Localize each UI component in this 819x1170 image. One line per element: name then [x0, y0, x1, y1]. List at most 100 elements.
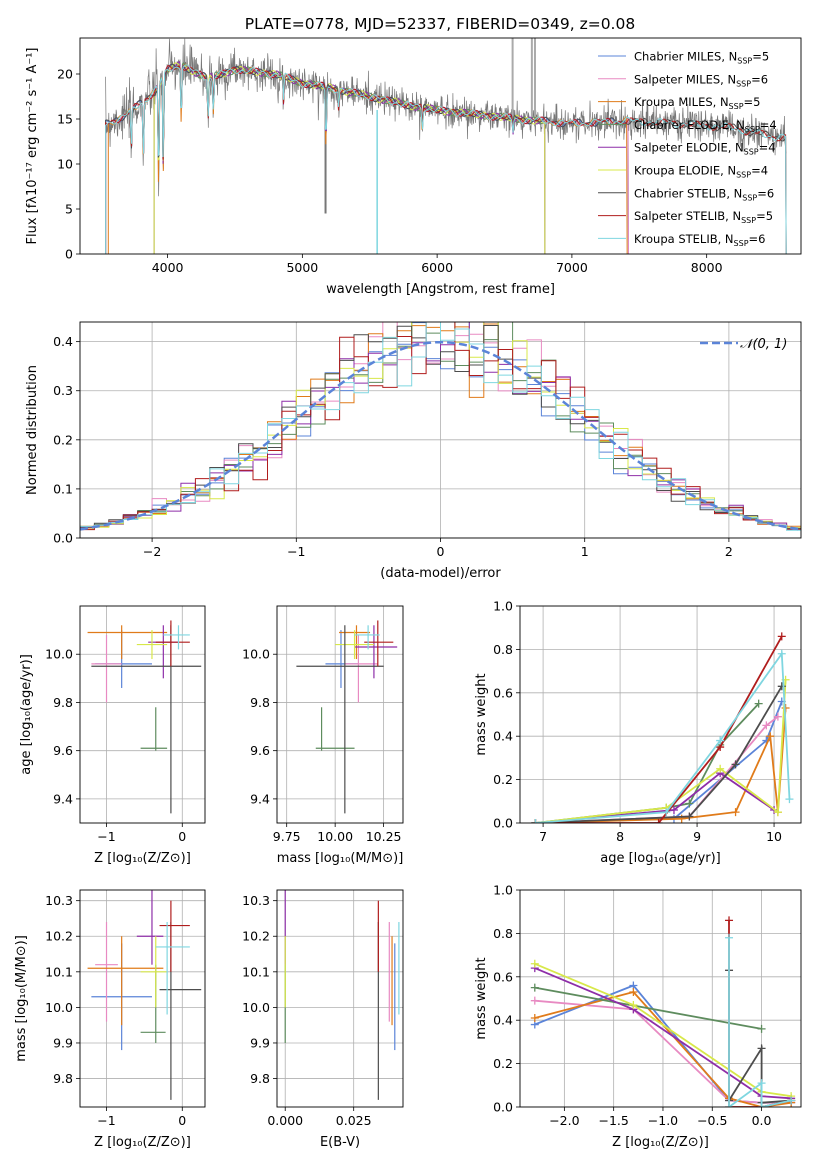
- weight-series-line: [535, 771, 775, 823]
- errorbar-point: [364, 620, 394, 667]
- y-tick-label: 0.8: [493, 926, 513, 941]
- mass_vs_EBV-frame: [276, 889, 404, 1108]
- errorbar-point: [140, 707, 168, 751]
- y-tick-label: 10.0: [242, 647, 270, 662]
- massweight_vs_Z-axes: −2.0 −1.5 −1.0 −0.5 0.0 0.0 0.2 0.4 0.6 0.8 1.0 Z […: [474, 883, 802, 1150]
- x-tick-label: 9.75: [273, 829, 301, 844]
- weight-marker: [669, 805, 678, 814]
- x-axis-label: Z [log₁₀(Z/Z⊙)]: [612, 1135, 709, 1150]
- age_vs_mass-frame: [276, 605, 404, 824]
- legend-label: Chabrier ELODIE, NSSP=4: [634, 118, 777, 134]
- model-spectrum-line: [105, 64, 787, 254]
- histogram-series: [80, 322, 801, 531]
- weight-series-line: [534, 962, 792, 1098]
- errorbar-point: [87, 936, 164, 1026]
- spectrum-axes: 4000 5000 6000 7000 8000 0 5 10 15 20 wavelength […: [25, 37, 802, 297]
- x-tick-label: −1.5: [598, 1113, 628, 1128]
- legend-label: Salpeter MILES, NSSP=6: [634, 72, 768, 88]
- legend-label: Salpeter ELODIE, NSSP=4: [634, 141, 776, 157]
- weight-marker: [757, 1079, 766, 1088]
- y-tick-label: 9.6: [250, 743, 270, 758]
- errorbar-point: [354, 625, 398, 679]
- y-tick-label: 20: [57, 67, 73, 82]
- data-spectrum-line: [105, 38, 787, 197]
- x-tick-label: −2: [143, 544, 161, 559]
- figure-title: PLATE=0778, MJD=52337, FIBERID=0349, z=0…: [245, 15, 635, 33]
- y-tick-label: 5: [65, 202, 73, 217]
- y-tick-label: 0.1: [53, 481, 73, 496]
- x-tick-label: −1.0: [648, 1113, 678, 1128]
- y-tick-label: 0.0: [493, 1100, 513, 1115]
- y-tick-label: 1.0: [493, 599, 513, 614]
- y-tick-label: 0.3: [53, 383, 73, 398]
- y-tick-label: 10.1: [45, 964, 73, 979]
- y-tick-label: 0: [65, 247, 73, 262]
- massweight_vs_age-plot-area: [520, 606, 801, 823]
- y-tick-label: 10: [57, 157, 73, 172]
- massweight_vs_Z-plot-area: [520, 890, 801, 1107]
- weight-marker: [530, 1014, 539, 1023]
- errorbar-point: [91, 634, 122, 703]
- y-tick-label: 9.4: [250, 791, 270, 806]
- errorbar-point: [136, 890, 164, 965]
- weight-series-line: [535, 707, 787, 823]
- weight-marker: [530, 996, 539, 1005]
- y-axis-label: age [log₁₀(age/yr)]: [19, 654, 34, 775]
- x-axis-label: mass [log₁₀(M/M⊙)]: [277, 851, 404, 866]
- y-tick-label: 15: [57, 112, 73, 127]
- y-tick-label: 9.8: [250, 695, 270, 710]
- y-tick-label: 10.2: [242, 929, 270, 944]
- age_vs_Z-plot-area: [80, 606, 205, 823]
- weight-series-line: [534, 986, 762, 1030]
- weight-marker: [731, 808, 740, 817]
- legend-label: Kroupa MILES, NSSP=5: [634, 95, 760, 111]
- weight-marker: [754, 699, 763, 708]
- spectrum-plot-area: [105, 38, 787, 254]
- y-tick-label: 0.2: [53, 432, 73, 447]
- weight-series-line: [535, 685, 783, 823]
- x-axis-label: (data-model)/error: [380, 566, 501, 581]
- residuals-frame: [79, 321, 802, 539]
- x-tick-label: 1: [581, 544, 589, 559]
- y-tick-label: 10.2: [45, 929, 73, 944]
- y-tick-label: 9.9: [53, 1035, 73, 1050]
- errorbar-point: [95, 630, 152, 688]
- y-tick-label: 0.2: [493, 1056, 513, 1071]
- x-tick-label: 7000: [556, 260, 588, 275]
- y-axis-label: mass weight: [474, 957, 489, 1039]
- y-tick-label: 0.6: [493, 969, 513, 984]
- x-tick-label: 6000: [421, 260, 453, 275]
- weight-marker: [787, 1096, 796, 1105]
- y-tick-label: 0.2: [493, 772, 513, 787]
- massweight_vs_age-frame: [519, 605, 802, 824]
- x-tick-label: 8000: [691, 260, 723, 275]
- errorbar-point: [159, 900, 190, 972]
- y-tick-label: 0.4: [493, 729, 513, 744]
- y-tick-label: 0.0: [53, 531, 73, 546]
- x-tick-label: 0.000: [267, 1113, 303, 1128]
- y-tick-label: 0.0: [493, 816, 513, 831]
- y-tick-label: 9.9: [250, 1035, 270, 1050]
- y-tick-label: 10.0: [242, 1000, 270, 1015]
- x-tick-label: 4000: [152, 260, 184, 275]
- weight-marker: [757, 1024, 766, 1033]
- errorbar-point: [87, 625, 168, 660]
- mass_vs_EBV-axes: 0.000 0.025 9.8 9.9 10.0 10.1 10.2 10.3 E(B-V): [242, 889, 404, 1150]
- weight-marker: [757, 1103, 766, 1107]
- weight-marker: [731, 760, 740, 769]
- y-tick-label: 10.3: [242, 893, 270, 908]
- x-tick-label: 0: [178, 829, 186, 844]
- x-axis-label: age [log₁₀(age/yr)]: [600, 851, 721, 866]
- legend-label: Kroupa ELODIE, NSSP=4: [634, 164, 768, 180]
- weight-series-line: [728, 920, 792, 1107]
- mass_vs_Z-axes: −1 0 9.8 9.9 10.0 10.1 10.2 10.3 Z [log₁₀(Z/Z⊙)]…: [14, 889, 206, 1150]
- spectrum-legend: Chabrier MILES, NSSP=5 Salpeter MILES, NS…: [598, 50, 777, 248]
- massweight_vs_age-axes: 7 8 9 10 0.0 0.2 0.4 0.6 0.8 1.0 age [log₁₀(age/yr…: [474, 599, 802, 866]
- weight-series-line: [535, 715, 779, 823]
- y-tick-label: 10.0: [45, 1000, 73, 1015]
- errorbar-point: [296, 625, 384, 814]
- x-tick-label: −1: [287, 544, 305, 559]
- x-tick-label: 9: [693, 829, 701, 844]
- weight-marker: [766, 732, 775, 741]
- weight-series-line: [535, 635, 783, 823]
